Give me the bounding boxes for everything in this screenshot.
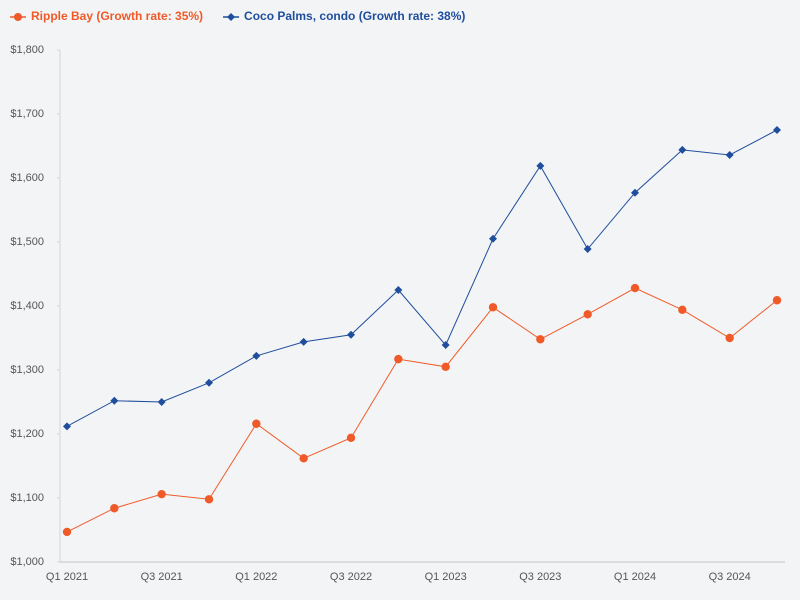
y-tick-label: $1,500 (10, 236, 44, 248)
series-line (66, 287, 778, 533)
point (678, 145, 687, 154)
y-tick-label: $1,700 (10, 108, 44, 120)
point (110, 396, 119, 405)
point (488, 303, 498, 312)
point (583, 310, 592, 319)
point (157, 398, 166, 406)
point (204, 495, 214, 504)
point (678, 305, 687, 315)
point (631, 188, 639, 197)
point (394, 354, 403, 364)
legend-text: Ripple Bay (Growth rate: 35%) (31, 9, 203, 23)
point (441, 341, 450, 350)
point (252, 419, 261, 428)
y-tick-label: $1,000 (10, 556, 44, 568)
point (489, 234, 497, 243)
point (536, 161, 545, 170)
y-tick-label: $1,800 (10, 44, 44, 56)
point (630, 283, 640, 293)
point (157, 489, 166, 499)
legend-item: Coco Palms, condo (Growth rate: 38%) (223, 9, 465, 23)
point (725, 150, 734, 159)
x-tick-label: Q3 2023 (519, 571, 561, 583)
point (536, 335, 545, 344)
x-tick-label: Q1 2024 (614, 571, 656, 583)
point (63, 422, 71, 431)
x-tick-label: Q3 2024 (709, 571, 751, 583)
series-line (66, 129, 778, 427)
point (394, 286, 403, 294)
point (583, 245, 592, 254)
legend-marker (14, 13, 22, 21)
legend-item: Ripple Bay (Growth rate: 35%) (10, 9, 203, 23)
y-tick-label: $1,300 (10, 364, 44, 376)
y-tick-label: $1,600 (10, 172, 44, 184)
x-tick-label: Q1 2021 (46, 571, 88, 583)
legend-text: Coco Palms, condo (Growth rate: 38%) (244, 9, 465, 23)
y-tick-label: $1,100 (10, 492, 44, 504)
y-tick-label: $1,400 (10, 300, 44, 312)
legend-marker (227, 13, 236, 21)
point (205, 378, 213, 387)
x-tick-label: Q1 2023 (425, 571, 467, 583)
point (725, 333, 734, 343)
point (346, 433, 356, 443)
x-tick-label: Q3 2022 (330, 571, 372, 583)
point (772, 296, 782, 305)
point (773, 126, 781, 134)
point (299, 337, 308, 346)
point (252, 351, 261, 360)
point (62, 527, 72, 537)
x-tick-label: Q1 2022 (235, 571, 277, 583)
x-tick-label: Q3 2021 (141, 571, 183, 583)
point (347, 330, 355, 339)
y-tick-label: $1,200 (10, 428, 44, 440)
point (110, 504, 119, 513)
point (299, 454, 308, 463)
point (441, 362, 450, 371)
